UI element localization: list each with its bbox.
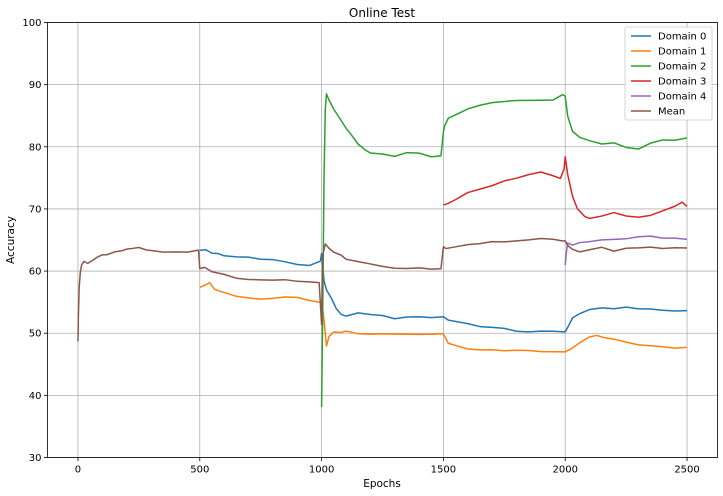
legend: Domain 0 Domain 1 Domain 2 Domain 3 Domain 4… <box>624 26 713 121</box>
y-tick-label: 50 <box>29 329 42 340</box>
plot-area-frame <box>47 22 718 458</box>
legend-label: Mean <box>658 107 685 118</box>
x-tick-label: 500 <box>190 465 209 476</box>
x-tick-label: 1500 <box>431 465 456 476</box>
x-tick-label: 1000 <box>309 465 334 476</box>
series-lines <box>77 93 688 407</box>
y-axis-label: Accuracy <box>5 216 17 264</box>
y-tick-label: 80 <box>29 142 42 153</box>
series-line-domain-1 <box>199 281 688 353</box>
series-line-mean <box>77 237 688 342</box>
x-axis-label: Epochs <box>363 478 401 490</box>
y-tick-label: 70 <box>29 204 42 215</box>
legend-label: Domain 3 <box>658 77 706 88</box>
y-tick-label: 40 <box>29 391 42 402</box>
y-tick-label: 90 <box>29 80 42 91</box>
series-line-domain-4 <box>564 235 688 266</box>
x-tick-label: 2000 <box>553 465 578 476</box>
x-tick-label: 2500 <box>674 465 699 476</box>
axis-ticks: 0 500 1000 1500 2000 2500 30 40 50 60 70 80 90 100 <box>22 18 699 476</box>
series-line-domain-2 <box>320 93 688 407</box>
y-tick-label: 30 <box>29 453 42 464</box>
x-tick-label: 0 <box>75 465 81 476</box>
legend-label: Domain 2 <box>658 62 706 73</box>
grid <box>47 22 718 458</box>
legend-label: Domain 4 <box>658 92 706 103</box>
chart-title: Online Test <box>349 6 415 20</box>
series-line-domain-3 <box>443 156 688 220</box>
y-tick-label: 100 <box>22 18 41 29</box>
legend-label: Domain 1 <box>658 47 706 58</box>
y-tick-label: 60 <box>29 267 42 278</box>
legend-label: Domain 0 <box>658 32 706 43</box>
series-line-domain-0 <box>199 249 688 333</box>
